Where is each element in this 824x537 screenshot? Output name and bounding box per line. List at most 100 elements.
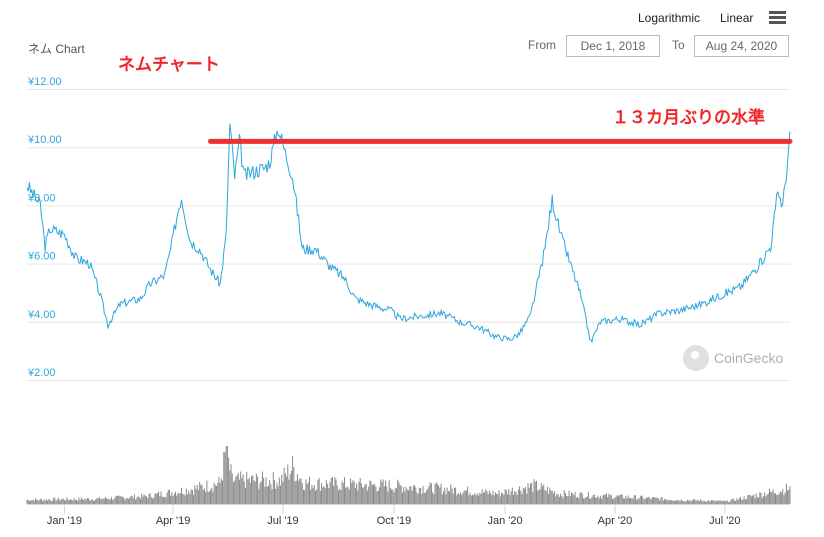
volume-bar [574, 491, 576, 504]
volume-bar [269, 480, 271, 504]
volume-bar [214, 485, 216, 504]
volume-bar [335, 479, 337, 504]
volume-bar [590, 498, 592, 504]
volume-bar [247, 479, 249, 504]
volume-bar [31, 499, 33, 504]
volume-bar [202, 489, 204, 504]
volume-bar [92, 500, 94, 504]
volume-bar [340, 489, 342, 504]
volume-bar [321, 483, 323, 504]
volume-bar [385, 480, 387, 504]
volume-bar [420, 487, 422, 504]
volume-bar [79, 500, 81, 504]
volume-bar [494, 492, 496, 504]
volume-bar [445, 494, 447, 504]
volume-bar [456, 495, 458, 504]
x-tick-label: Apr '20 [598, 515, 633, 527]
logarithmic-toggle[interactable]: Logarithmic [638, 11, 701, 25]
volume-bar [358, 481, 360, 504]
volume-bar [682, 500, 684, 504]
volume-bar [111, 497, 113, 504]
x-tick-label: Jul '20 [709, 515, 740, 527]
volume-bar [66, 497, 68, 504]
volume-bar [577, 497, 579, 504]
volume-bar [708, 500, 710, 504]
volume-bar [372, 484, 374, 504]
y-tick-label: ¥8.00 [27, 192, 56, 204]
volume-bar [777, 494, 779, 504]
volume-bar [300, 478, 302, 504]
volume-bar [313, 485, 315, 504]
volume-bar [108, 499, 110, 504]
volume-bar [535, 480, 537, 504]
volume-bar [240, 471, 242, 504]
volume-bar [428, 485, 430, 504]
volume-bar [648, 496, 650, 504]
volume-bar [102, 498, 104, 504]
volume-bar [647, 497, 649, 504]
volume-bar [294, 481, 296, 504]
volume-bar [612, 499, 614, 504]
y-tick-label: ¥4.00 [27, 309, 56, 321]
volume-bar [661, 496, 663, 504]
volume-bar [692, 499, 694, 504]
volume-bar [213, 482, 215, 504]
volume-bar [336, 485, 338, 504]
volume-bar [305, 479, 307, 504]
volume-bar [622, 498, 624, 504]
volume-bar [555, 496, 557, 504]
volume-bar [667, 500, 669, 504]
volume-bar [789, 486, 791, 504]
volume-bar [65, 500, 67, 504]
volume-bar [365, 484, 367, 504]
volume-bar [673, 500, 675, 504]
hamburger-icon[interactable] [769, 11, 786, 24]
volume-bar [98, 496, 100, 504]
volume-bar [726, 500, 728, 504]
volume-bar [33, 501, 35, 504]
volume-bar [156, 493, 158, 504]
volume-bar [476, 493, 478, 504]
volume-bar [304, 490, 306, 504]
volume-bar [689, 500, 691, 504]
volume-bar [709, 501, 711, 504]
volume-bar [295, 480, 297, 504]
volume-bar [181, 487, 183, 504]
volume-bar [132, 498, 134, 504]
volume-bar [149, 493, 151, 504]
volume-bar [357, 490, 359, 504]
volume-bar [714, 501, 716, 504]
volume-bar [195, 488, 197, 504]
volume-bar [224, 452, 226, 504]
volume-bar [767, 493, 769, 504]
volume-bar [73, 498, 75, 504]
volume-bar [194, 485, 196, 504]
volume-bar [406, 489, 408, 504]
volume-bar [235, 476, 237, 504]
volume-bar [37, 499, 39, 504]
to-date-input[interactable]: Aug 24, 2020 [694, 35, 789, 57]
volume-bar [32, 499, 34, 504]
volume-bar [206, 480, 208, 504]
volume-bar [542, 486, 544, 504]
volume-bar [525, 486, 527, 504]
volume-bar [302, 489, 304, 504]
volume-bar [434, 484, 436, 504]
from-date-input[interactable]: Dec 1, 2018 [566, 35, 660, 57]
linear-toggle[interactable]: Linear [720, 11, 754, 25]
volume-bar [520, 490, 522, 504]
volume-bar [674, 500, 676, 504]
volume-bar [730, 500, 732, 504]
volume-bar [758, 497, 760, 504]
volume-bar [643, 499, 645, 504]
volume-bar [238, 479, 240, 504]
volume-bar [659, 500, 661, 504]
volume-bar [63, 500, 65, 504]
volume-bar [179, 492, 181, 504]
volume-bar [719, 500, 721, 504]
y-tick-label: ¥2.00 [27, 367, 56, 379]
volume-bar [740, 496, 742, 504]
volume-bar [633, 495, 635, 504]
volume-bar [188, 490, 190, 504]
volume-bar [232, 482, 234, 504]
